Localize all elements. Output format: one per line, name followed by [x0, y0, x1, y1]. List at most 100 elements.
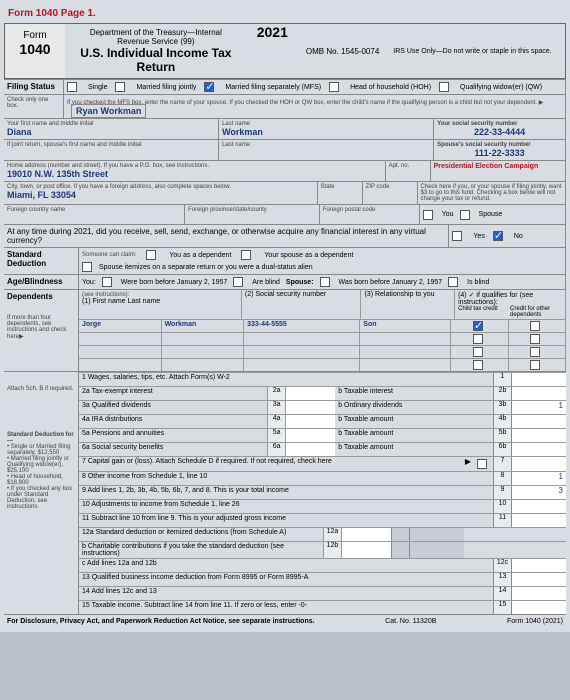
- line12a-num: 12a: [323, 528, 341, 541]
- sp-dep-checkbox[interactable]: [241, 250, 251, 260]
- line12b-num: 12b: [323, 542, 341, 558]
- std-ded-m4: • If you checked any box under Standard …: [7, 486, 75, 510]
- mfs-checkbox[interactable]: [204, 82, 214, 92]
- std-ded-m2: • Married filing jointly or Qualifying w…: [7, 456, 75, 474]
- you-dep-label: You as a dependent: [169, 252, 231, 259]
- line9-value[interactable]: 3: [511, 486, 566, 499]
- dep1-rel[interactable]: Son: [360, 320, 451, 332]
- line4b-label: b Taxable amount: [335, 415, 493, 428]
- single-label: Single: [88, 84, 107, 91]
- spouse-name-value[interactable]: Ryan Workman: [71, 104, 146, 118]
- hoh-checkbox[interactable]: [329, 82, 339, 92]
- you-born-checkbox[interactable]: [102, 277, 112, 287]
- std-ded-margin-title: Standard Deduction for—: [7, 432, 75, 444]
- dep3-other-checkbox[interactable]: [530, 347, 540, 357]
- virtual-yes-checkbox[interactable]: [452, 231, 462, 241]
- line12c-num: 12c: [493, 559, 511, 572]
- itemize-checkbox[interactable]: [82, 262, 92, 272]
- line15-value[interactable]: [511, 601, 566, 614]
- last-name-value[interactable]: Workman: [222, 127, 430, 137]
- zip-label: ZIP code: [366, 184, 414, 190]
- fpc-label: Foreign postal code: [323, 207, 416, 213]
- std-ded-m1: • Single or Married filing separately, $…: [7, 444, 75, 456]
- line2a-num: 2a: [267, 387, 285, 400]
- line4a-value[interactable]: [285, 415, 335, 428]
- dep4-other-checkbox[interactable]: [530, 360, 540, 370]
- dep1-first[interactable]: Jorge: [79, 320, 162, 332]
- line4a-num: 4a: [267, 415, 285, 428]
- you-born-label: Were born before January 2, 1957: [121, 279, 228, 286]
- line13-num: 13: [493, 573, 511, 586]
- line9-num: 9: [493, 486, 511, 499]
- dep1-other-checkbox[interactable]: [530, 321, 540, 331]
- line15-label: 15 Taxable income. Subtract line 14 from…: [79, 601, 493, 614]
- sp-born-label: Was born before January 2, 1957: [339, 279, 443, 286]
- line4b-num: 4b: [493, 415, 511, 428]
- line6a-num: 6a: [267, 443, 285, 456]
- tax-year: 2021: [247, 24, 298, 78]
- line5b-value[interactable]: [511, 429, 566, 442]
- pec-title: Presidential Election Campaign: [434, 163, 562, 170]
- line1-num: 1: [493, 373, 511, 386]
- pec-spouse-label: Spouse: [479, 211, 503, 218]
- city-value[interactable]: Miami, FL 33054: [7, 190, 314, 200]
- line9-label: 9 Add lines 1, 2b, 3b, 4b, 5b, 6b, 7, an…: [79, 486, 493, 499]
- sp-ssn-value[interactable]: 111-22-3333: [437, 148, 562, 158]
- line3b-value[interactable]: 1: [511, 401, 566, 414]
- you-dep-checkbox[interactable]: [146, 250, 156, 260]
- pec-you-checkbox[interactable]: [423, 210, 433, 220]
- line2a-label: 2a Tax-exempt interest: [79, 387, 267, 400]
- line6a-value[interactable]: [285, 443, 335, 456]
- dep3-ctc-checkbox[interactable]: [473, 347, 483, 357]
- line2b-num: 2b: [493, 387, 511, 400]
- single-checkbox[interactable]: [67, 82, 77, 92]
- ctc-label: Child tax credit: [458, 306, 510, 318]
- dep1-ctc-checkbox[interactable]: [473, 321, 483, 331]
- deps-c4: (4) ✓ if qualifies for (see instructions…: [458, 291, 562, 306]
- line5a-label: 5a Pensions and annuities: [79, 429, 267, 442]
- line8-num: 8: [493, 472, 511, 485]
- virtual-no-checkbox[interactable]: [493, 231, 503, 241]
- dep1-last[interactable]: Workman: [162, 320, 245, 332]
- line5a-value[interactable]: [285, 429, 335, 442]
- ssn-value[interactable]: 222-33-4444: [437, 127, 562, 137]
- line3b-label: b Ordinary dividends: [335, 401, 493, 414]
- virtual-question: At any time during 2021, did you receive…: [4, 225, 449, 247]
- line1-value[interactable]: [511, 373, 566, 386]
- mfj-checkbox[interactable]: [115, 82, 125, 92]
- line2b-value[interactable]: [511, 387, 566, 400]
- line7-label: 7 Capital gain or (loss). Attach Schedul…: [79, 457, 465, 471]
- deps-c3: (3) Relationship to you: [361, 290, 455, 319]
- virtual-no-label: No: [514, 233, 523, 240]
- dep1-ssn[interactable]: 333-44-5555: [244, 320, 360, 332]
- line7-num: 7: [493, 457, 511, 471]
- line8-value[interactable]: 1: [511, 472, 566, 485]
- dep4-ctc-checkbox[interactable]: [473, 360, 483, 370]
- line2a-value[interactable]: [285, 387, 335, 400]
- dep2-ctc-checkbox[interactable]: [473, 334, 483, 344]
- pec-spouse-checkbox[interactable]: [460, 210, 470, 220]
- line6b-value[interactable]: [511, 443, 566, 456]
- line12b-value[interactable]: [341, 542, 391, 558]
- line12c-value[interactable]: [511, 559, 566, 572]
- home-addr-value[interactable]: 19010 N.W. 135th Street: [7, 169, 382, 179]
- sp-born-checkbox[interactable]: [320, 277, 330, 287]
- sp-blind-label: Is blind: [467, 279, 489, 286]
- line14-value[interactable]: [511, 587, 566, 600]
- line3b-num: 3b: [493, 401, 511, 414]
- line13-value[interactable]: [511, 573, 566, 586]
- dep2-other-checkbox[interactable]: [530, 334, 540, 344]
- line7-value[interactable]: [511, 457, 566, 471]
- line12a-value[interactable]: [341, 528, 391, 541]
- line11-value[interactable]: [511, 514, 566, 527]
- first-name-value[interactable]: Diana: [7, 127, 215, 137]
- qw-checkbox[interactable]: [439, 82, 449, 92]
- line4b-value[interactable]: [511, 415, 566, 428]
- you-blind-checkbox[interactable]: [233, 277, 243, 287]
- sp-blind-checkbox[interactable]: [448, 277, 458, 287]
- line14-label: 14 Add lines 12c and 13: [79, 587, 493, 600]
- line3a-value[interactable]: [285, 401, 335, 414]
- line10-value[interactable]: [511, 500, 566, 513]
- mfj-label: Married filing jointly: [136, 84, 196, 91]
- line7-checkbox[interactable]: [477, 459, 487, 469]
